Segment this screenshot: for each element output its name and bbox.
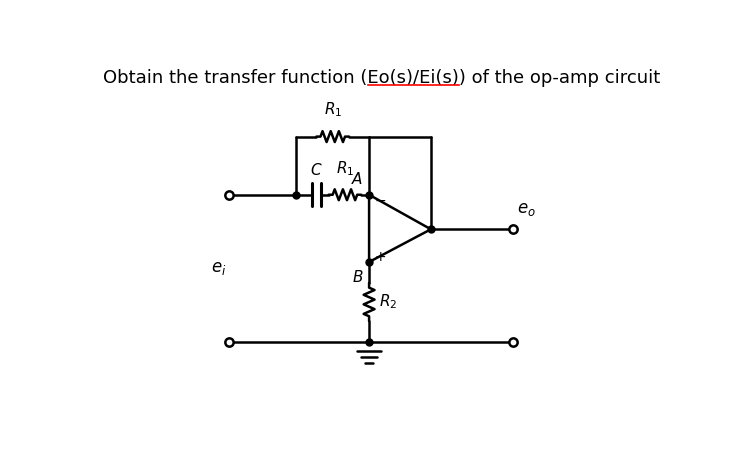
Text: $R_1$: $R_1$ [323, 101, 342, 119]
Text: $R_1$: $R_1$ [336, 160, 354, 178]
Text: $R_2$: $R_2$ [379, 293, 398, 312]
Text: +: + [374, 250, 386, 263]
Text: $B$: $B$ [352, 269, 364, 285]
Text: $C$: $C$ [310, 162, 323, 178]
Text: Obtain the transfer function (Eo(s)/Ei(s)) of the op-amp circuit: Obtain the transfer function (Eo(s)/Ei(s… [104, 69, 660, 87]
Text: $e_i$: $e_i$ [211, 259, 226, 278]
Text: $e_o$: $e_o$ [517, 200, 536, 218]
Text: −: − [374, 194, 386, 208]
Text: $A$: $A$ [352, 171, 364, 187]
